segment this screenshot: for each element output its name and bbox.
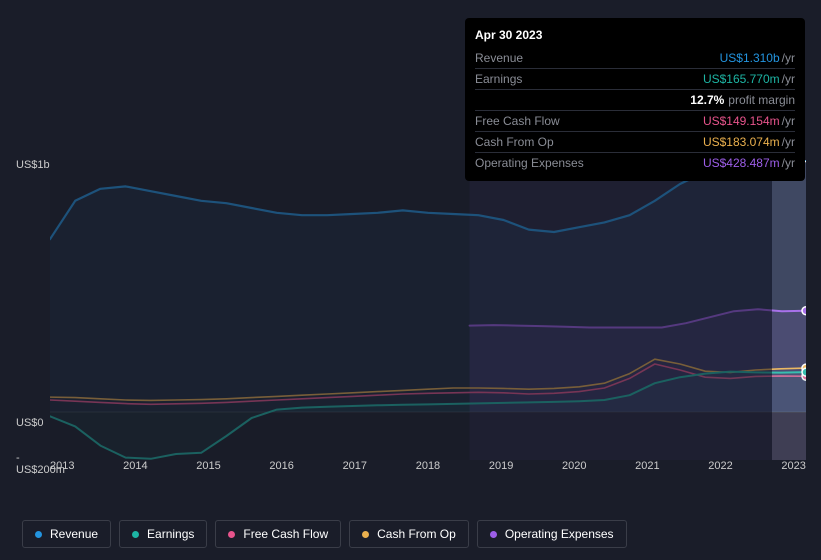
tooltip-row: Revenue US$1.310b/yr	[475, 48, 795, 68]
x-axis-label: 2014	[123, 460, 147, 480]
tooltip-value: US$149.154m/yr	[703, 114, 795, 128]
tooltip-row: Operating Expenses US$428.487m/yr	[475, 152, 795, 173]
tooltip-label: Free Cash Flow	[475, 114, 560, 128]
tooltip-profit-margin: 12.7%profit margin	[475, 89, 795, 110]
legend-dot-icon	[132, 531, 139, 538]
tooltip-date: Apr 30 2023	[475, 26, 795, 48]
tooltip-value: US$428.487m/yr	[703, 156, 795, 170]
legend-item-free-cash-flow[interactable]: Free Cash Flow	[215, 520, 341, 548]
legend-label: Operating Expenses	[505, 527, 614, 541]
tooltip-label: Earnings	[475, 72, 522, 86]
tooltip-row: Earnings US$165.770m/yr	[475, 68, 795, 89]
legend-dot-icon	[35, 531, 42, 538]
x-axis-label: 2022	[708, 460, 732, 480]
chart-legend: Revenue Earnings Free Cash Flow Cash From O…	[22, 520, 627, 548]
chart-plot	[50, 160, 806, 460]
tooltip-value: US$183.074m/yr	[703, 135, 795, 149]
tooltip-label: Cash From Op	[475, 135, 554, 149]
x-axis-label: 2017	[343, 460, 367, 480]
x-axis-label: 2018	[416, 460, 440, 480]
legend-dot-icon	[362, 531, 369, 538]
legend-dot-icon	[228, 531, 235, 538]
chart-tooltip: Apr 30 2023 Revenue US$1.310b/yr Earnings U…	[465, 18, 805, 181]
tooltip-label: Revenue	[475, 51, 523, 65]
x-axis-label: 2015	[196, 460, 220, 480]
x-axis: 2013 2014 2015 2016 2017 2018 2019 2020 2021 2022…	[50, 460, 806, 480]
financials-chart[interactable]: US$1bUS$0-US$200m 2013201420152016201720…	[16, 160, 806, 480]
y-axis-label: US$0	[16, 417, 30, 429]
x-axis-label: 2021	[635, 460, 659, 480]
tooltip-label: Operating Expenses	[475, 156, 584, 170]
x-axis-label: 2016	[269, 460, 293, 480]
x-axis-label: 2013	[50, 460, 74, 480]
y-axis-label: US$1b	[16, 159, 30, 171]
legend-label: Earnings	[147, 527, 194, 541]
tooltip-value: US$1.310b/yr	[720, 51, 795, 65]
legend-item-cash-from-op[interactable]: Cash From Op	[349, 520, 469, 548]
legend-dot-icon	[490, 531, 497, 538]
legend-item-operating-expenses[interactable]: Operating Expenses	[477, 520, 627, 548]
legend-label: Free Cash Flow	[243, 527, 328, 541]
tooltip-value: US$165.770m/yr	[703, 72, 795, 86]
legend-item-earnings[interactable]: Earnings	[119, 520, 207, 548]
legend-item-revenue[interactable]: Revenue	[22, 520, 111, 548]
x-axis-label: 2019	[489, 460, 513, 480]
legend-label: Cash From Op	[377, 527, 456, 541]
tooltip-row: Free Cash Flow US$149.154m/yr	[475, 110, 795, 131]
x-axis-label: 2020	[562, 460, 586, 480]
x-axis-label: 2023	[781, 460, 805, 480]
tooltip-row: Cash From Op US$183.074m/yr	[475, 131, 795, 152]
legend-label: Revenue	[50, 527, 98, 541]
y-axis-label: -US$200m	[16, 452, 30, 476]
